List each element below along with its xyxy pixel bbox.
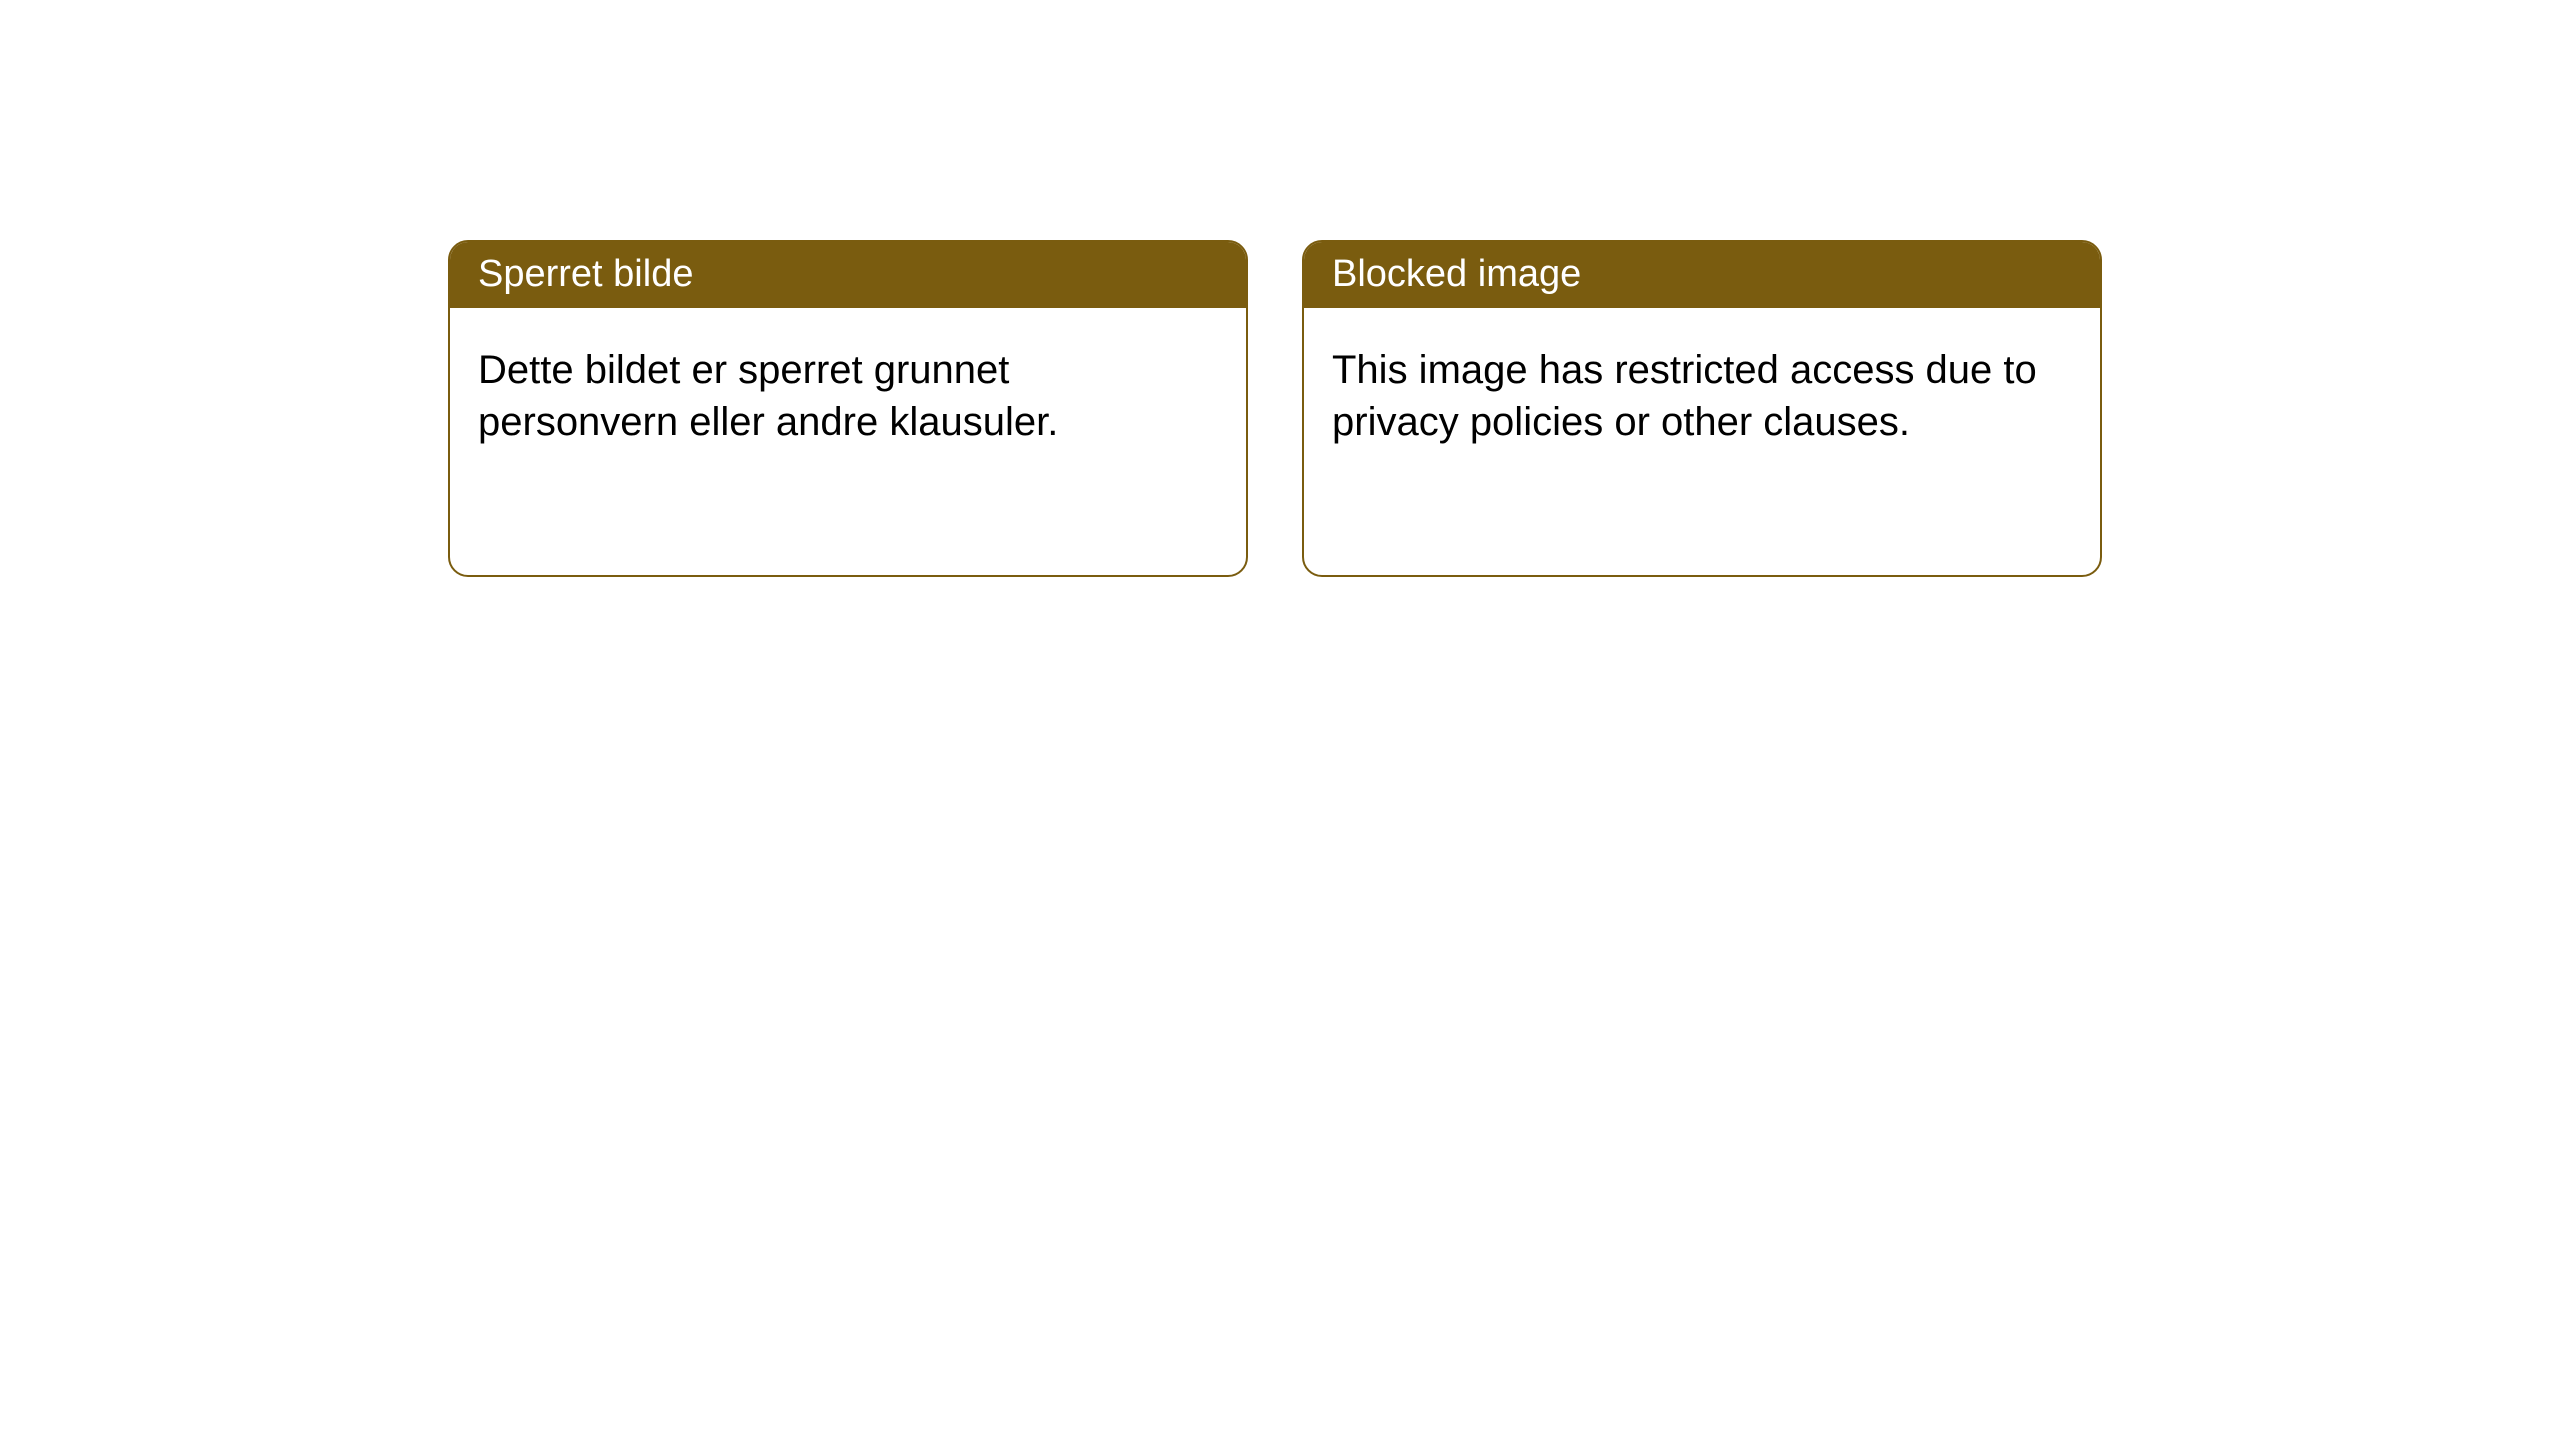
notice-body-english: This image has restricted access due to … (1304, 308, 2100, 486)
notice-header-norwegian: Sperret bilde (450, 242, 1246, 308)
notice-container: Sperret bilde Dette bildet er sperret gr… (448, 240, 2102, 577)
notice-card-norwegian: Sperret bilde Dette bildet er sperret gr… (448, 240, 1248, 577)
notice-body-norwegian: Dette bildet er sperret grunnet personve… (450, 308, 1246, 486)
notice-card-english: Blocked image This image has restricted … (1302, 240, 2102, 577)
notice-header-english: Blocked image (1304, 242, 2100, 308)
